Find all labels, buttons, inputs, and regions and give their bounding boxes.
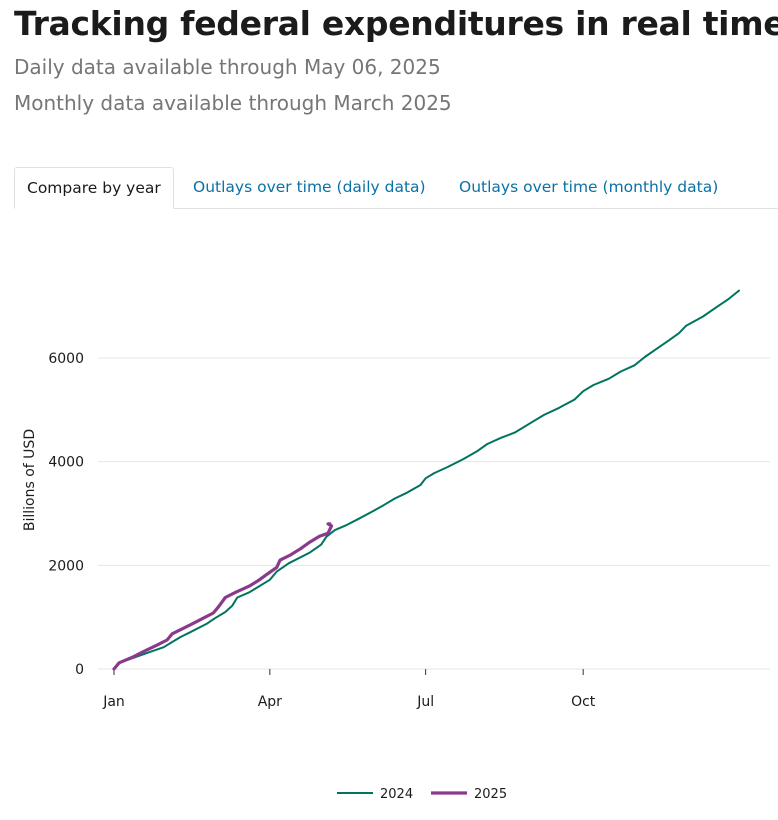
y-tick-label: 6000 bbox=[48, 351, 84, 367]
legend[interactable]: 2024 2025 bbox=[337, 787, 507, 802]
y-tick-label: 0 bbox=[75, 662, 84, 678]
monthly-data-note: Monthly data available through March 202… bbox=[14, 91, 452, 115]
legend-label-2024[interactable]: 2024 bbox=[380, 787, 413, 802]
x-tick-label: Jan bbox=[102, 694, 125, 710]
legend-label-2025[interactable]: 2025 bbox=[474, 787, 507, 802]
x-tick-label: Jul bbox=[416, 694, 434, 710]
chart-tabs: Compare by year Outlays over time (daily… bbox=[14, 167, 778, 209]
x-tick-label: Apr bbox=[258, 694, 282, 710]
tab-outlays-daily[interactable]: Outlays over time (daily data) bbox=[193, 178, 426, 196]
tab-compare-by-year[interactable]: Compare by year bbox=[14, 167, 174, 209]
y-axis-ticks: 0 2000 4000 6000 bbox=[48, 351, 84, 678]
y-axis-label: Billions of USD bbox=[22, 429, 38, 531]
x-tick-label: Oct bbox=[571, 694, 596, 710]
tab-outlays-monthly[interactable]: Outlays over time (monthly data) bbox=[459, 178, 719, 196]
y-tick-label: 2000 bbox=[48, 558, 84, 574]
series-line-2024 bbox=[113, 289, 740, 670]
daily-data-note: Daily data available through May 06, 202… bbox=[14, 55, 441, 79]
series-lines bbox=[112, 289, 740, 671]
y-tick-label: 4000 bbox=[48, 455, 84, 471]
page-title: Tracking federal expenditures in real ti… bbox=[14, 4, 778, 43]
x-axis-ticks: Jan Apr Jul Oct bbox=[102, 669, 596, 710]
grid-lines bbox=[98, 357, 770, 670]
series-line-2025 bbox=[112, 522, 334, 671]
